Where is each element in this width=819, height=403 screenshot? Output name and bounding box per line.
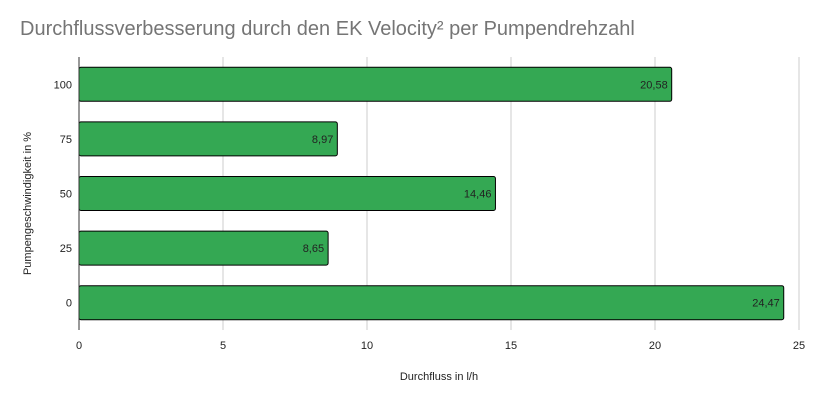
y-tick-label: 100 xyxy=(54,79,72,91)
y-tick-label: 50 xyxy=(60,189,72,201)
bar-data-label: 8,65 xyxy=(303,243,324,255)
x-tick-label: 0 xyxy=(76,340,82,352)
bar-data-label: 24,47 xyxy=(752,298,780,310)
bar xyxy=(78,285,785,321)
x-tick-label: 25 xyxy=(793,340,805,352)
x-tick-label: 10 xyxy=(361,340,373,352)
x-tick-label: 20 xyxy=(649,340,661,352)
y-tick-label: 25 xyxy=(60,243,72,255)
bar xyxy=(78,121,338,157)
y-tick-label: 0 xyxy=(66,298,72,310)
x-tick-label: 15 xyxy=(505,340,517,352)
x-axis-title: Durchfluss in l/h xyxy=(400,371,478,383)
bars xyxy=(78,66,785,321)
bar-data-label: 8,97 xyxy=(312,134,333,146)
chart-title: Durchflussverbesserung durch den EK Velo… xyxy=(20,18,635,40)
labels: 0 5 10 15 20 25 20,58 100 8,97 75 14,46 50 8,65 25 24,… xyxy=(54,79,805,352)
bar-data-label: 20,58 xyxy=(640,79,668,91)
bar xyxy=(78,66,673,102)
y-axis-title: Pumpengeschwindigkeit in % xyxy=(22,132,34,275)
x-tick-label: 5 xyxy=(220,340,226,352)
bar xyxy=(78,176,496,211)
bar xyxy=(78,230,329,266)
bar-data-label: 14,46 xyxy=(464,189,492,201)
y-tick-label: 75 xyxy=(60,134,72,146)
